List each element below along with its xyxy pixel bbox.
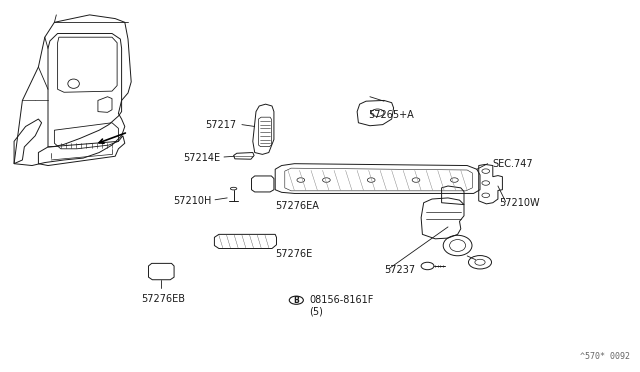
Text: 57265+A: 57265+A [368, 110, 413, 120]
Text: 57210W: 57210W [499, 198, 540, 208]
Text: 57276EA: 57276EA [275, 202, 319, 211]
Text: SEC.747: SEC.747 [493, 159, 533, 169]
Text: 57217: 57217 [205, 120, 237, 129]
Text: 57276E: 57276E [275, 249, 312, 259]
Text: 57276EB: 57276EB [141, 295, 185, 304]
Text: B: B [294, 296, 299, 305]
Text: 08156-8161F: 08156-8161F [309, 295, 374, 305]
Text: 57214E: 57214E [184, 153, 221, 163]
Text: 57210H: 57210H [173, 196, 211, 206]
Text: ^570* 0092: ^570* 0092 [580, 352, 630, 361]
Text: 57237: 57237 [384, 265, 415, 275]
Text: (5): (5) [309, 307, 323, 316]
